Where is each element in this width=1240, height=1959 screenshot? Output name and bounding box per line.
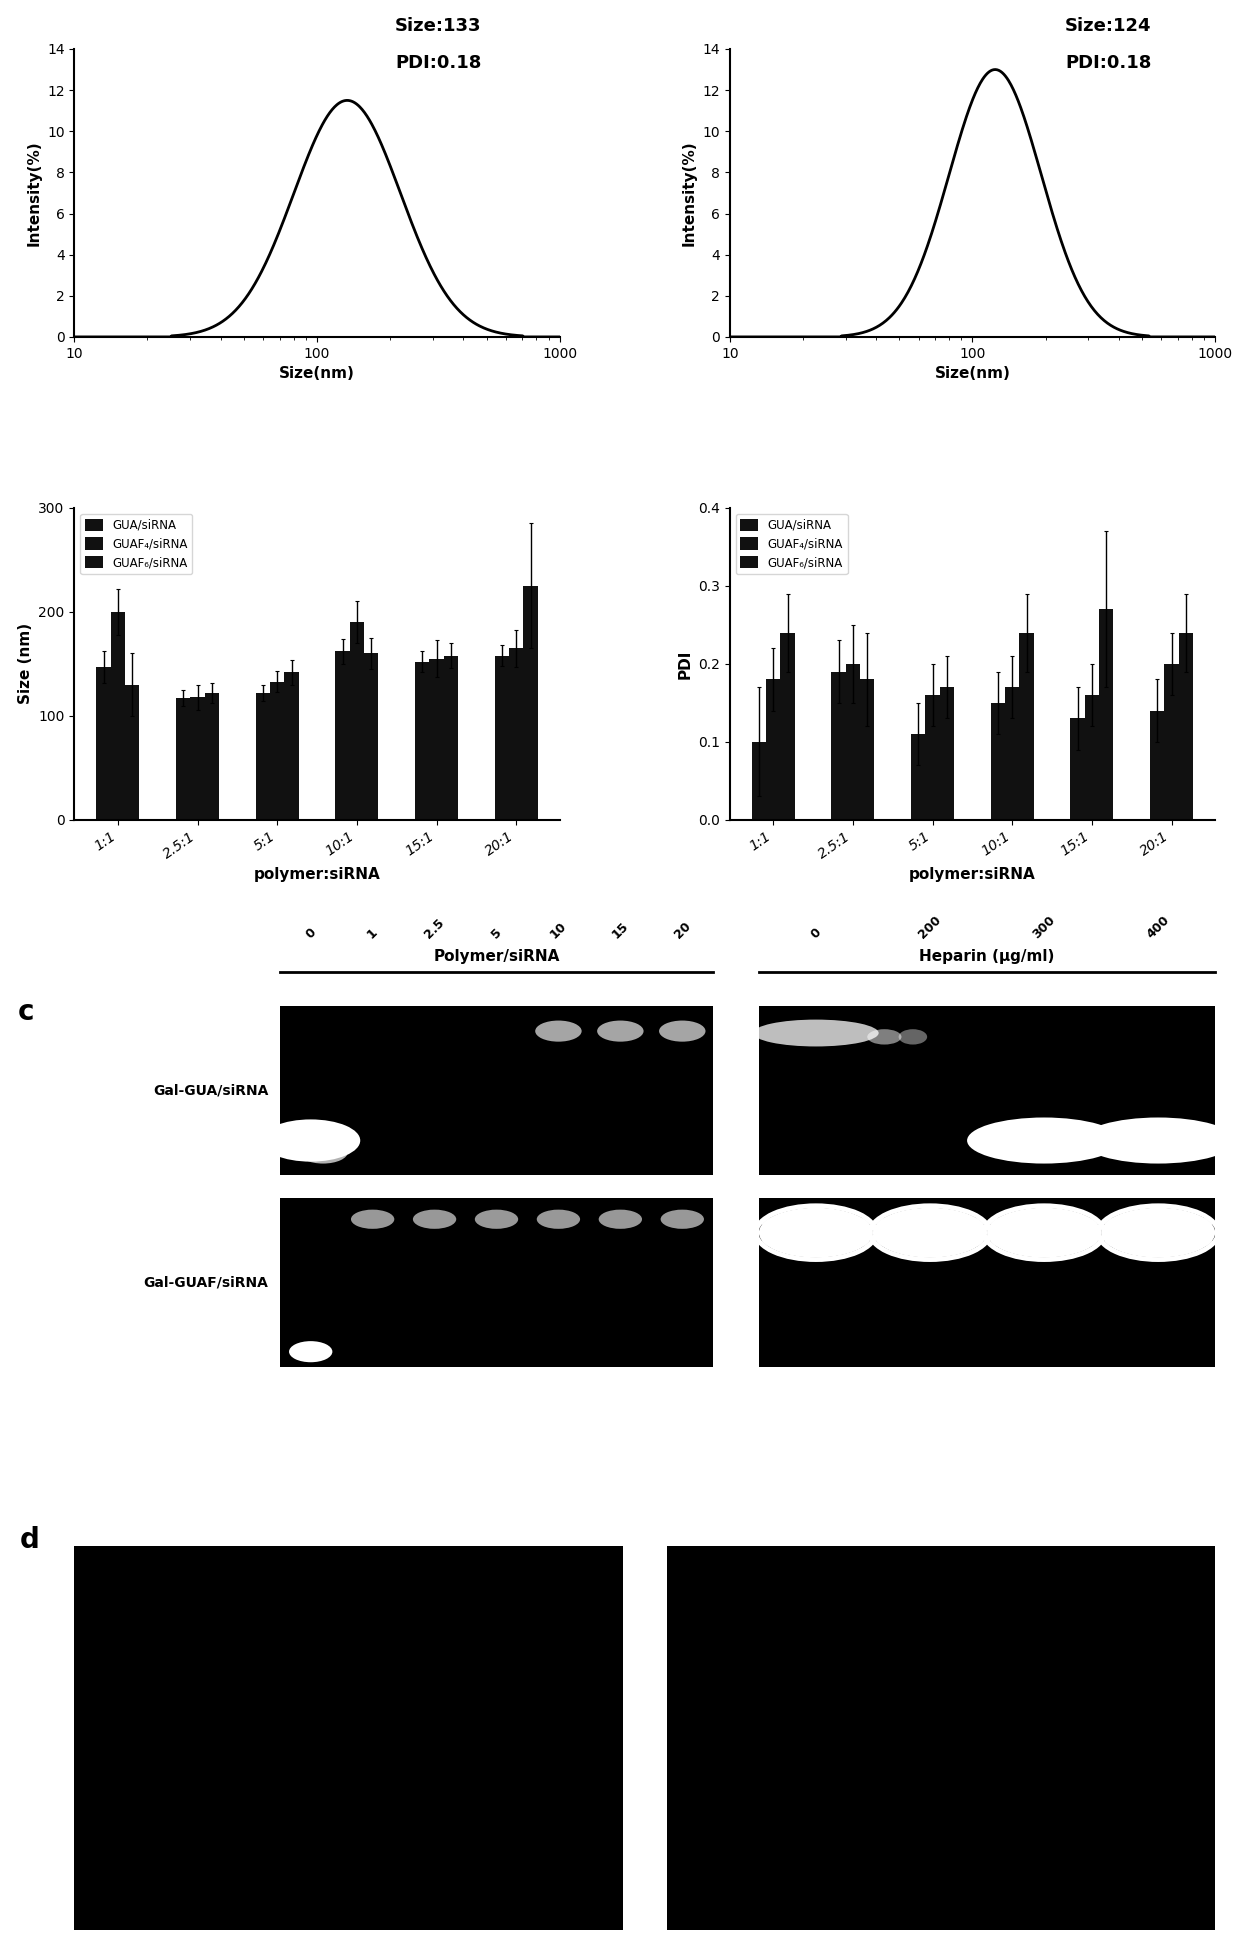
Text: 20: 20 [672,919,693,940]
Bar [110,611,125,819]
Ellipse shape [987,1207,1101,1258]
Bar [176,697,191,819]
Text: 10: 10 [548,919,569,940]
Bar [751,742,766,819]
Ellipse shape [289,1342,332,1362]
Legend: GUA/siRNA, GUAF₄/siRNA, GUAF₆/siRNA: GUA/siRNA, GUAF₄/siRNA, GUAF₆/siRNA [81,513,192,574]
Text: 400: 400 [1145,913,1172,940]
Bar [523,586,538,819]
Bar [205,693,219,819]
Y-axis label: Size (nm): Size (nm) [17,623,32,705]
Bar [365,654,378,819]
X-axis label: polymer:siRNA: polymer:siRNA [254,868,381,882]
Bar [766,680,780,819]
Bar [1179,633,1193,819]
Ellipse shape [990,1234,1099,1250]
Text: Size:124: Size:124 [1065,16,1152,35]
Bar [255,693,270,819]
Bar [336,652,350,819]
Ellipse shape [1101,1207,1215,1258]
Text: PDI:0.18: PDI:0.18 [1065,55,1152,72]
Text: 15: 15 [610,919,631,940]
X-axis label: polymer:siRNA: polymer:siRNA [909,868,1035,882]
Ellipse shape [351,1209,394,1228]
Bar [1070,719,1085,819]
Bar [1085,695,1099,819]
Bar [350,623,365,819]
Text: c: c [17,999,33,1027]
Y-axis label: Intensity(%): Intensity(%) [682,141,697,245]
Bar [415,662,429,819]
Text: 0: 0 [303,925,319,940]
Ellipse shape [753,1019,879,1046]
Ellipse shape [599,1209,642,1228]
Text: 0: 0 [808,925,823,940]
Text: Size:133: Size:133 [396,16,481,35]
Text: 1: 1 [365,925,381,940]
Bar [940,688,954,819]
Ellipse shape [761,1213,870,1232]
Ellipse shape [990,1213,1099,1232]
Ellipse shape [875,1234,985,1250]
Ellipse shape [536,1021,582,1042]
Ellipse shape [475,1209,518,1228]
Text: 300: 300 [1030,913,1058,940]
Ellipse shape [660,1021,706,1042]
Bar [125,684,139,819]
Ellipse shape [899,1028,928,1044]
Text: Heparin (μg/ml): Heparin (μg/ml) [919,948,1055,964]
Bar [832,672,846,819]
Bar [861,680,874,819]
Ellipse shape [1104,1234,1213,1250]
Legend: GUA/siRNA, GUAF₄/siRNA, GUAF₆/siRNA: GUA/siRNA, GUAF₄/siRNA, GUAF₆/siRNA [735,513,848,574]
Y-axis label: Intensity(%): Intensity(%) [26,141,41,245]
Text: Gal-GUAF/siRNA: Gal-GUAF/siRNA [144,1275,268,1289]
Bar [284,672,299,819]
Text: Polymer/siRNA: Polymer/siRNA [433,948,559,964]
Bar [97,666,110,819]
Bar [1151,711,1164,819]
Bar [991,703,1006,819]
Text: 200: 200 [916,913,944,940]
Ellipse shape [299,1140,348,1164]
Ellipse shape [967,1117,1121,1164]
Y-axis label: PDI: PDI [677,648,692,678]
Bar [510,648,523,819]
X-axis label: Size(nm): Size(nm) [279,366,355,382]
Bar [780,633,795,819]
Bar [925,695,940,819]
Bar [1019,633,1034,819]
Ellipse shape [598,1021,644,1042]
Ellipse shape [262,1119,361,1162]
Bar [1006,688,1019,819]
Bar [911,735,925,819]
Text: 5: 5 [489,925,505,940]
Bar [191,697,205,819]
X-axis label: Size(nm): Size(nm) [935,366,1011,382]
Ellipse shape [761,1234,870,1250]
Ellipse shape [537,1209,580,1228]
Text: Gal-GUA/siRNA: Gal-GUA/siRNA [153,1083,268,1097]
Bar [495,656,510,819]
Ellipse shape [875,1213,985,1232]
Bar [1164,664,1179,819]
Ellipse shape [759,1207,873,1258]
Bar [1099,609,1114,819]
Ellipse shape [1104,1213,1213,1232]
Ellipse shape [1081,1117,1235,1164]
Text: d: d [20,1526,40,1555]
Ellipse shape [867,1028,901,1044]
Bar [429,658,444,819]
Text: 2.5: 2.5 [422,917,448,940]
Ellipse shape [873,1207,987,1258]
Ellipse shape [413,1209,456,1228]
Bar [846,664,861,819]
Text: PDI:0.18: PDI:0.18 [396,55,481,72]
Bar [270,682,284,819]
Ellipse shape [661,1209,704,1228]
Bar [444,656,458,819]
